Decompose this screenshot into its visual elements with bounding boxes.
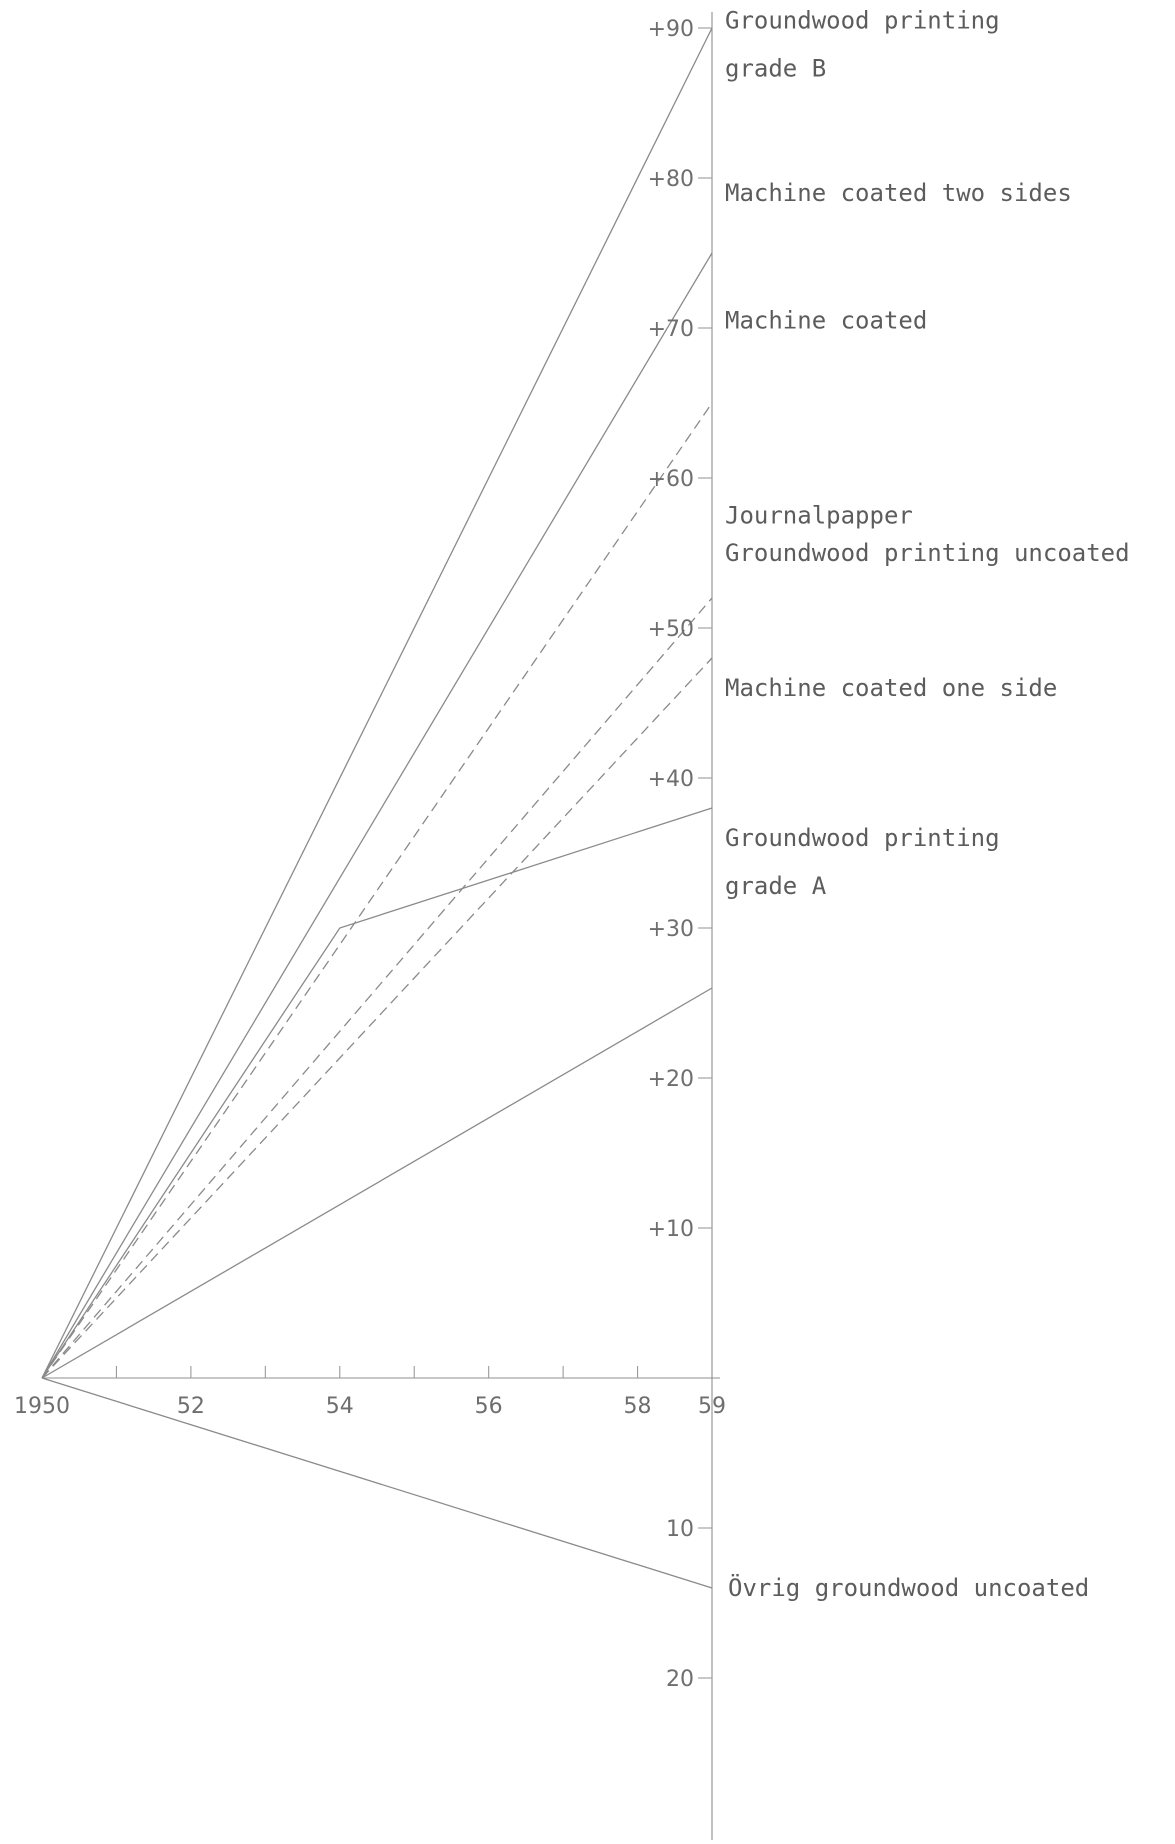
y-tick-label: +80: [648, 167, 694, 192]
series-line-2: [41, 252, 713, 1379]
x-tick-label: 59: [698, 1394, 726, 1419]
series-line-6: [41, 807, 713, 1379]
y-tick-label: +90: [648, 17, 694, 42]
series-line-3: [41, 402, 713, 1379]
series-line-1: [41, 27, 713, 1379]
series-label-5: Groundwood printing uncoated: [725, 539, 1130, 567]
series-line-8: [41, 1377, 713, 1589]
series-lines: [41, 27, 713, 1589]
series-line-7: [41, 987, 713, 1379]
x-tick-label: 56: [475, 1394, 503, 1419]
series-label-6: Machine coated one side: [725, 674, 1057, 702]
y-tick-label: +50: [648, 617, 694, 642]
series-label-3: Machine coated: [725, 307, 927, 335]
y-tick-label: +40: [648, 767, 694, 792]
y-tick-label: +10: [648, 1217, 694, 1242]
y-tick-label: +60: [648, 467, 694, 492]
y-tick-label: +20: [648, 1067, 694, 1092]
x-tick-label: 54: [326, 1394, 354, 1419]
x-tick-label: 58: [624, 1394, 652, 1419]
y-tick-label: +30: [648, 917, 694, 942]
series-labels: Groundwood printing grade B Machine coated…: [725, 7, 1130, 1603]
y-tick-label: +70: [648, 317, 694, 342]
series-label-8: Övrig groundwood uncoated: [728, 1573, 1089, 1602]
series-line-5: [41, 657, 713, 1379]
series-label-7: grade A: [725, 872, 827, 900]
x-tick-label: 1950: [14, 1394, 70, 1419]
series-line-4: [41, 597, 713, 1379]
x-tick-label: 52: [177, 1394, 205, 1419]
series-label-4: Journalpapper: [725, 502, 913, 530]
series-label-1: grade B: [725, 55, 826, 83]
y-tick-label: 10: [666, 1517, 694, 1542]
axis-ticks: 1950 52 54 56 58 59 +90 +80 +70 +60 +50 +40 +30 +20 +1…: [14, 17, 726, 1692]
series-label-2: Machine coated two sides: [725, 179, 1072, 207]
y-tick-label: 20: [666, 1667, 694, 1692]
series-label-1: Groundwood printing: [725, 7, 1000, 35]
series-label-7: Groundwood printing: [725, 824, 1000, 852]
